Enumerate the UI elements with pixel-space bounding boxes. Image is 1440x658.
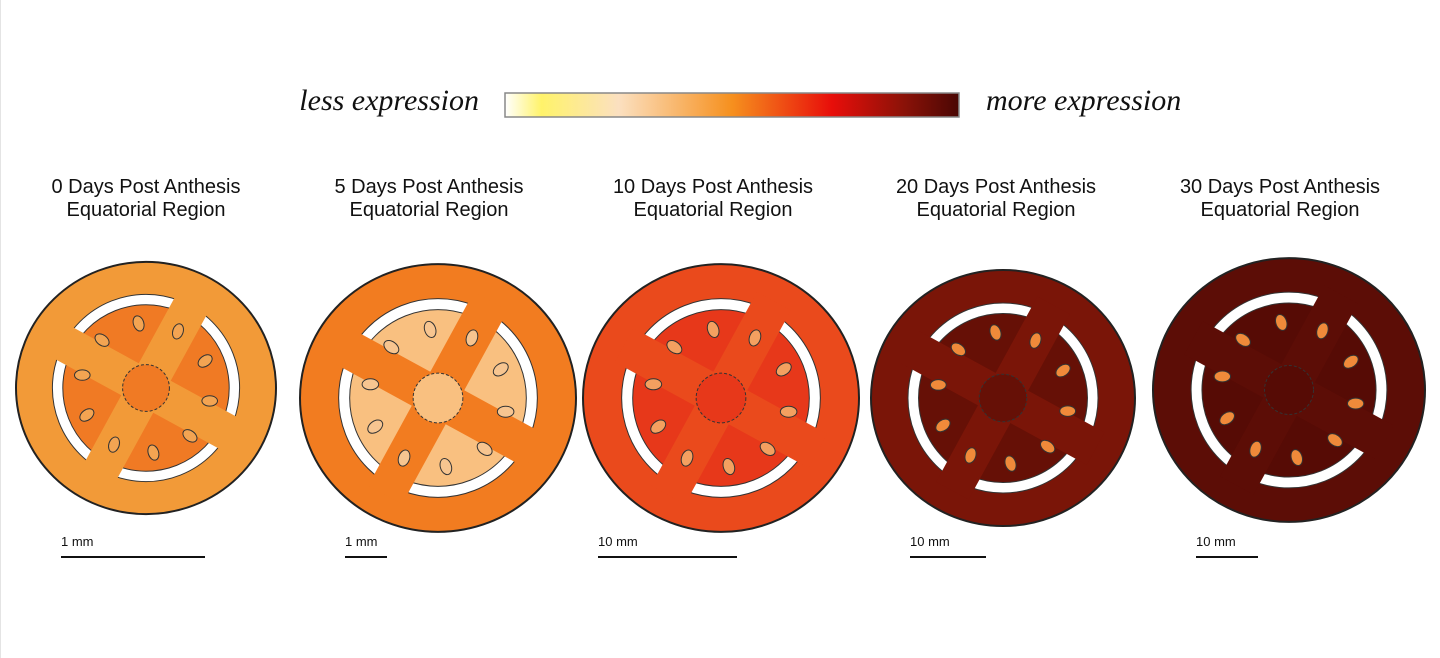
legend-low-label: less expression [299, 84, 479, 117]
cross-section [582, 263, 860, 533]
seed [1249, 440, 1262, 458]
seed [132, 315, 145, 332]
scale-label: 10 mm [910, 534, 950, 549]
seed [1343, 354, 1359, 369]
seed [73, 369, 91, 381]
seed [964, 447, 977, 464]
panel-subtitle: Equatorial Region [634, 199, 793, 221]
columella [1264, 365, 1314, 415]
seed [1213, 370, 1232, 383]
seed [1346, 397, 1365, 410]
panel-subtitle: Equatorial Region [67, 199, 226, 221]
seed [496, 405, 515, 418]
seed [950, 342, 966, 357]
panel-title: 10 Days Post Anthesis [613, 176, 813, 198]
seed [650, 419, 667, 434]
seed [1040, 439, 1056, 454]
seed [367, 419, 384, 434]
seed [759, 441, 776, 456]
panel-subtitle: Equatorial Region [917, 199, 1076, 221]
columella [412, 372, 464, 424]
legend-high-label: more expression [986, 84, 1181, 117]
panel-title: 30 Days Post Anthesis [1180, 176, 1380, 198]
seed [1029, 332, 1042, 349]
seed [465, 329, 479, 347]
seed [171, 323, 184, 340]
panel-title: 20 Days Post Anthesis [896, 176, 1096, 198]
panel-title: 5 Days Post Anthesis [335, 176, 524, 198]
seed [1055, 363, 1071, 378]
seed [476, 441, 493, 456]
cross-section [1152, 257, 1426, 523]
seed [1004, 455, 1017, 472]
seed [1316, 322, 1329, 340]
cross-section [299, 263, 577, 533]
panel-subtitle: Equatorial Region [1201, 199, 1360, 221]
cross-section [15, 260, 277, 516]
seed [201, 395, 219, 407]
seed [108, 436, 121, 453]
seed [1219, 411, 1235, 426]
seed [361, 378, 380, 391]
seed [722, 457, 736, 476]
seed [79, 408, 95, 422]
seed [439, 457, 453, 476]
scale-label: 10 mm [1196, 534, 1236, 549]
seed [666, 340, 683, 355]
seed [94, 333, 110, 347]
panel-subtitle: Equatorial Region [350, 199, 509, 221]
seed [706, 320, 720, 339]
color-scale [504, 92, 960, 118]
cross-section [870, 268, 1136, 528]
seed [989, 324, 1002, 341]
columella [978, 373, 1028, 423]
seed [397, 449, 411, 467]
seed [748, 329, 762, 347]
seed [383, 340, 400, 355]
seed [929, 379, 947, 391]
seed [147, 444, 160, 461]
seed [1235, 332, 1251, 347]
columella [695, 372, 747, 424]
panel-title: 0 Days Post Anthesis [52, 176, 241, 198]
seed [492, 362, 509, 377]
seed [182, 429, 198, 443]
columella [122, 364, 170, 412]
seed [1059, 405, 1077, 417]
seed [423, 320, 437, 339]
seed [779, 405, 798, 418]
scale-label: 1 mm [345, 534, 378, 549]
seed [197, 354, 213, 368]
scale-label: 1 mm [61, 534, 94, 549]
scale-label: 10 mm [598, 534, 638, 549]
seed [1274, 314, 1288, 331]
seed [1290, 449, 1304, 466]
seed [1327, 433, 1343, 448]
seed [644, 378, 663, 391]
seed [680, 449, 694, 467]
seed [775, 362, 792, 377]
seed [935, 418, 951, 433]
